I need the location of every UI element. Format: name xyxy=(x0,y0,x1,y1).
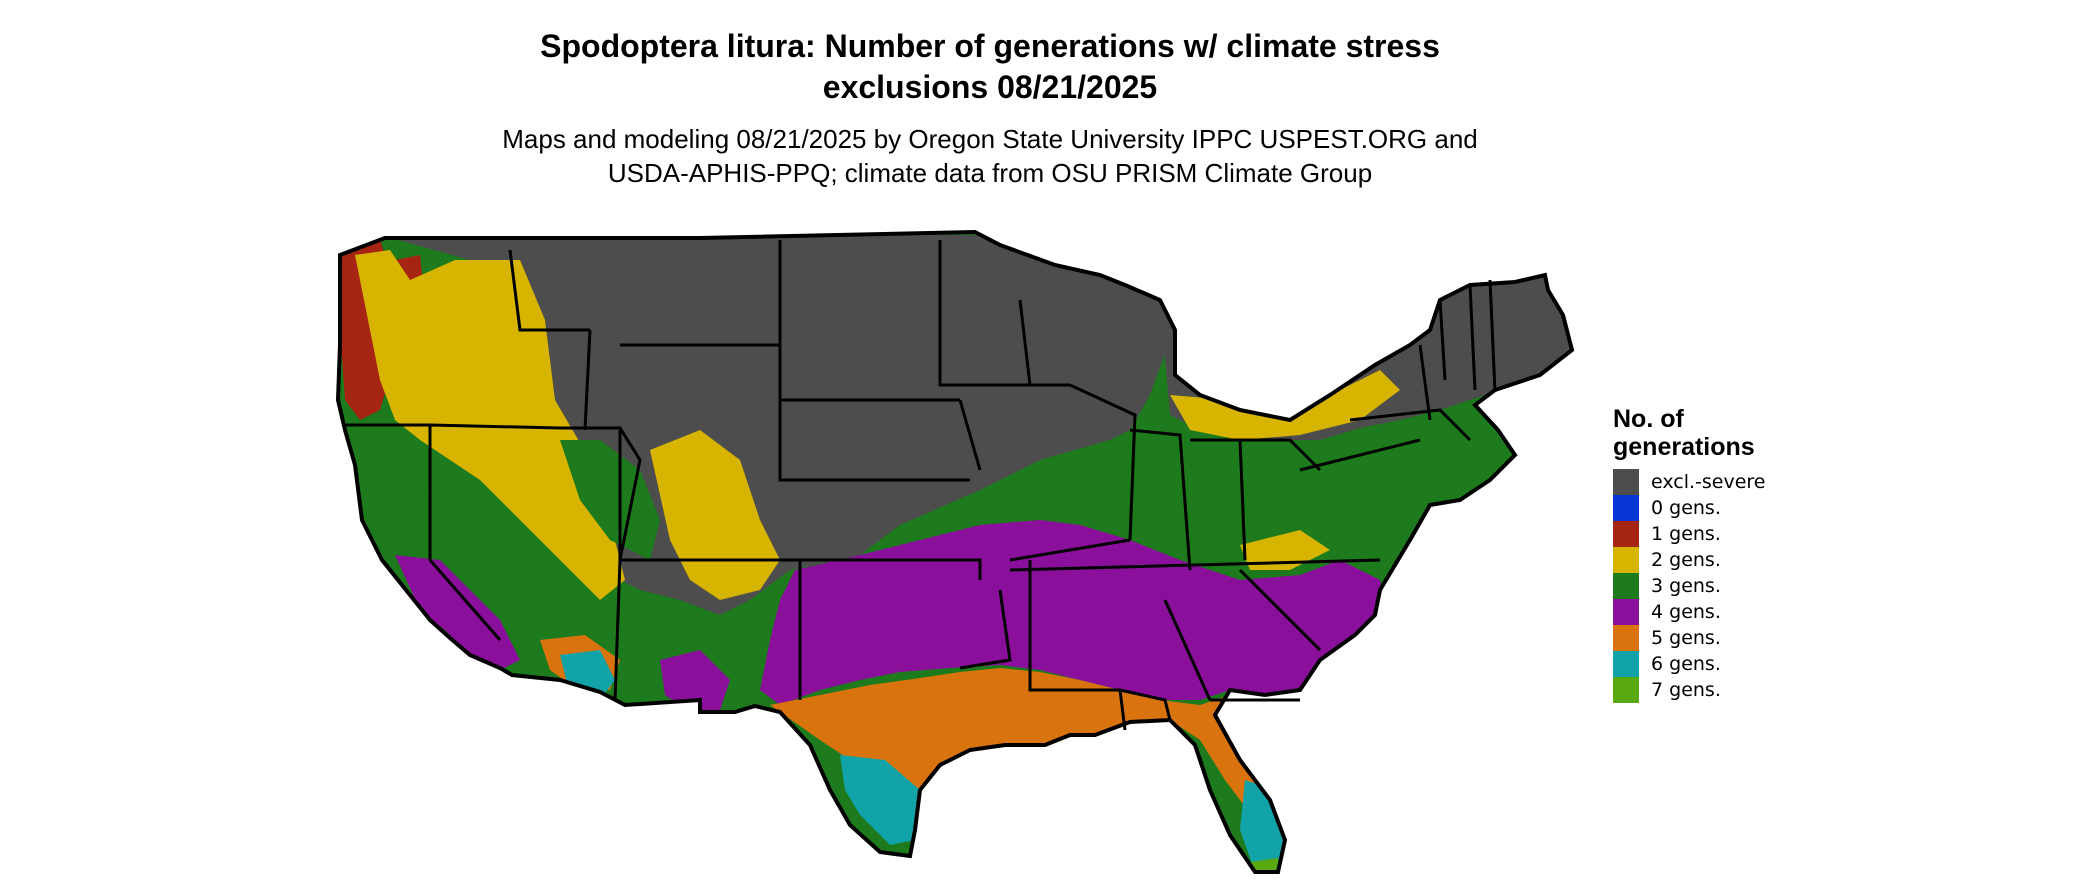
legend-label: 6 gens. xyxy=(1651,653,1721,675)
map-legend: No. of generations excl.-severe 0 gens. 1 … xyxy=(1613,405,1766,703)
legend-swatch xyxy=(1613,521,1639,547)
legend-swatch xyxy=(1613,599,1639,625)
legend-item: 6 gens. xyxy=(1613,651,1766,677)
map-subtitle-line-2: USDA-APHIS-PPQ; climate data from OSU PR… xyxy=(607,158,1373,188)
map-subtitle: Maps and modeling 08/21/2025 by Oregon S… xyxy=(340,122,1640,190)
legend-item: 2 gens. xyxy=(1613,547,1766,573)
legend-label: excl.-severe xyxy=(1651,471,1766,493)
legend-item: 7 gens. xyxy=(1613,677,1766,703)
legend-item: 3 gens. xyxy=(1613,573,1766,599)
map-title-line-2: exclusions 08/21/2025 xyxy=(822,69,1158,105)
legend-swatch xyxy=(1613,677,1639,703)
legend-label: 2 gens. xyxy=(1651,549,1721,571)
legend-label: 0 gens. xyxy=(1651,497,1721,519)
legend-items: excl.-severe 0 gens. 1 gens. 2 gens. 3 gens.… xyxy=(1613,469,1766,703)
legend-title: No. of generations xyxy=(1613,405,1766,461)
map-subtitle-line-1: Maps and modeling 08/21/2025 by Oregon S… xyxy=(502,124,1478,154)
legend-label: 5 gens. xyxy=(1651,627,1721,649)
legend-item: 4 gens. xyxy=(1613,599,1766,625)
legend-swatch xyxy=(1613,573,1639,599)
generation-regions xyxy=(338,232,1572,872)
legend-swatch xyxy=(1613,651,1639,677)
legend-title-line-1: No. of xyxy=(1613,405,1684,433)
legend-swatch xyxy=(1613,469,1639,495)
legend-item: 5 gens. xyxy=(1613,625,1766,651)
legend-label: 1 gens. xyxy=(1651,523,1721,545)
legend-label: 7 gens. xyxy=(1651,679,1721,701)
legend-item: 0 gens. xyxy=(1613,495,1766,521)
map-title-line-1: Spodoptera litura: Number of generations… xyxy=(540,28,1440,64)
legend-item: excl.-severe xyxy=(1613,469,1766,495)
legend-swatch xyxy=(1613,625,1639,651)
legend-item: 1 gens. xyxy=(1613,521,1766,547)
legend-label: 4 gens. xyxy=(1651,601,1721,623)
legend-swatch xyxy=(1613,547,1639,573)
map-title: Spodoptera litura: Number of generations… xyxy=(340,26,1640,108)
legend-swatch xyxy=(1613,495,1639,521)
legend-title-line-2: generations xyxy=(1613,433,1755,461)
legend-label: 3 gens. xyxy=(1651,575,1721,597)
state-boundaries xyxy=(336,230,1574,874)
